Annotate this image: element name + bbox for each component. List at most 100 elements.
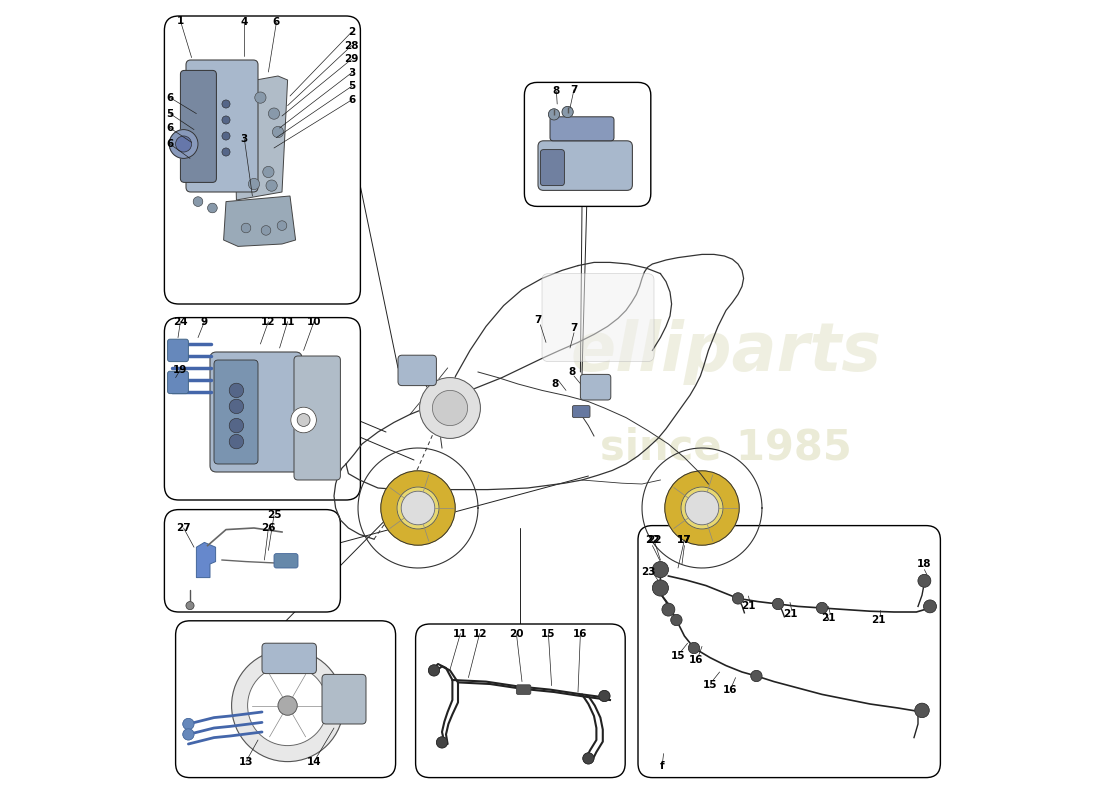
Circle shape xyxy=(241,223,251,233)
Text: elliparts: elliparts xyxy=(571,319,881,385)
Text: 19: 19 xyxy=(173,365,188,374)
FancyBboxPatch shape xyxy=(542,274,654,362)
FancyBboxPatch shape xyxy=(167,371,188,394)
Circle shape xyxy=(772,598,783,610)
FancyBboxPatch shape xyxy=(214,360,258,464)
Circle shape xyxy=(273,126,284,138)
Circle shape xyxy=(222,132,230,140)
FancyBboxPatch shape xyxy=(167,339,188,362)
Text: 16: 16 xyxy=(689,655,703,665)
Circle shape xyxy=(232,650,343,762)
Circle shape xyxy=(751,670,762,682)
Text: 10: 10 xyxy=(307,317,321,326)
Text: 3: 3 xyxy=(241,134,248,144)
Circle shape xyxy=(816,602,827,614)
Circle shape xyxy=(183,718,194,730)
Circle shape xyxy=(733,593,744,604)
Text: 28: 28 xyxy=(344,41,359,50)
Text: 11: 11 xyxy=(453,629,468,638)
Polygon shape xyxy=(234,76,287,200)
Circle shape xyxy=(176,136,191,152)
Circle shape xyxy=(229,434,243,449)
Circle shape xyxy=(583,753,594,764)
Text: 22: 22 xyxy=(647,535,661,545)
Text: 29: 29 xyxy=(344,54,359,64)
FancyBboxPatch shape xyxy=(525,82,651,206)
Text: f: f xyxy=(660,762,664,771)
Circle shape xyxy=(208,203,217,213)
Circle shape xyxy=(277,221,287,230)
FancyBboxPatch shape xyxy=(262,643,317,674)
Circle shape xyxy=(261,226,271,235)
Circle shape xyxy=(662,603,674,616)
Circle shape xyxy=(186,602,194,610)
Circle shape xyxy=(681,487,723,529)
Text: 6: 6 xyxy=(166,93,174,102)
Text: 5: 5 xyxy=(166,109,174,118)
Text: 12: 12 xyxy=(472,629,487,638)
FancyBboxPatch shape xyxy=(550,117,614,141)
Text: 6: 6 xyxy=(166,139,174,149)
FancyBboxPatch shape xyxy=(322,674,366,724)
Circle shape xyxy=(652,580,669,596)
FancyBboxPatch shape xyxy=(176,621,396,778)
Text: 5: 5 xyxy=(348,82,355,91)
Polygon shape xyxy=(223,196,296,246)
Text: 13: 13 xyxy=(239,757,253,766)
Circle shape xyxy=(266,180,277,191)
FancyBboxPatch shape xyxy=(581,374,611,400)
Text: 17: 17 xyxy=(678,535,692,545)
Text: 15: 15 xyxy=(671,651,685,661)
Text: 7: 7 xyxy=(570,85,578,94)
Circle shape xyxy=(685,491,718,525)
Circle shape xyxy=(915,703,930,718)
FancyBboxPatch shape xyxy=(540,150,564,186)
Circle shape xyxy=(194,197,202,206)
Circle shape xyxy=(549,109,560,120)
FancyBboxPatch shape xyxy=(572,406,590,418)
Circle shape xyxy=(278,696,297,715)
Circle shape xyxy=(918,574,931,587)
Text: 6: 6 xyxy=(273,18,280,27)
Text: 25: 25 xyxy=(266,510,282,520)
FancyBboxPatch shape xyxy=(180,70,217,182)
Circle shape xyxy=(222,116,230,124)
Circle shape xyxy=(924,600,936,613)
FancyBboxPatch shape xyxy=(294,356,340,480)
FancyBboxPatch shape xyxy=(398,355,437,386)
Circle shape xyxy=(432,390,468,426)
FancyBboxPatch shape xyxy=(538,141,632,190)
Circle shape xyxy=(664,470,739,546)
Circle shape xyxy=(562,106,573,118)
Text: 12: 12 xyxy=(261,317,276,326)
Circle shape xyxy=(255,92,266,103)
Text: 1: 1 xyxy=(177,16,184,26)
Circle shape xyxy=(263,166,274,178)
FancyBboxPatch shape xyxy=(164,16,361,304)
FancyBboxPatch shape xyxy=(164,510,340,612)
Text: 21: 21 xyxy=(871,615,886,625)
Circle shape xyxy=(268,108,279,119)
Circle shape xyxy=(381,470,455,546)
Text: 6: 6 xyxy=(166,123,174,133)
Text: 9: 9 xyxy=(201,317,208,326)
Text: 21: 21 xyxy=(783,610,798,619)
Text: 7: 7 xyxy=(570,323,578,333)
Text: 6: 6 xyxy=(348,95,355,105)
Text: 23: 23 xyxy=(641,567,656,577)
FancyBboxPatch shape xyxy=(164,318,361,500)
Text: 21: 21 xyxy=(821,613,836,622)
Text: 20: 20 xyxy=(509,629,524,638)
Text: 7: 7 xyxy=(535,315,541,325)
Polygon shape xyxy=(197,542,216,578)
Text: 15: 15 xyxy=(703,680,717,690)
Circle shape xyxy=(598,690,611,702)
Circle shape xyxy=(689,642,700,654)
Text: 16: 16 xyxy=(723,685,737,694)
Circle shape xyxy=(229,383,243,398)
Text: 18: 18 xyxy=(917,559,932,569)
FancyBboxPatch shape xyxy=(210,352,302,472)
Text: 24: 24 xyxy=(173,317,188,326)
Text: 8: 8 xyxy=(551,379,559,389)
Circle shape xyxy=(402,491,434,525)
